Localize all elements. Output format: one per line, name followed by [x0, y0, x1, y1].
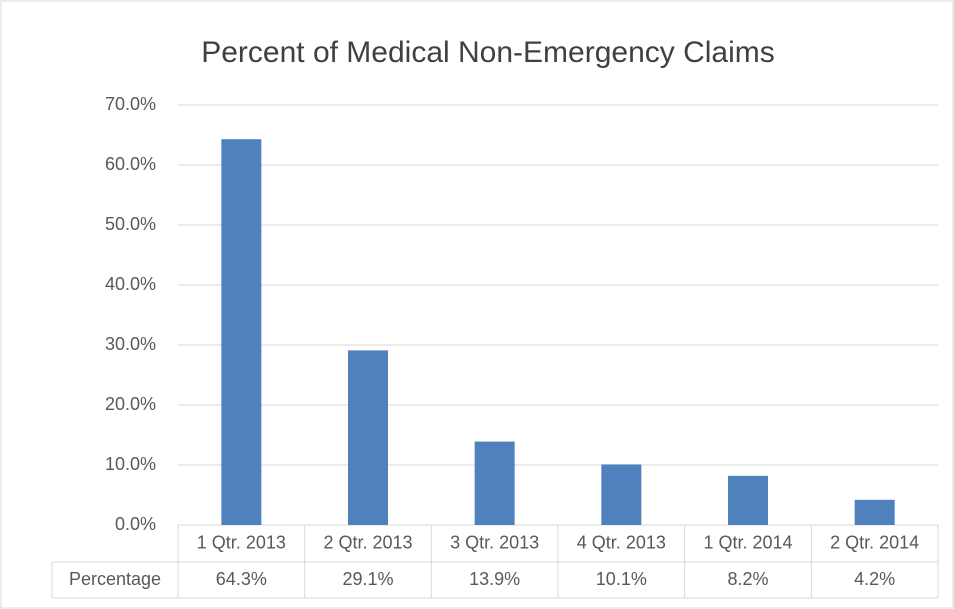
table-value: 4.2% — [854, 569, 895, 589]
y-tick-label: 50.0% — [105, 214, 156, 234]
bar — [728, 475, 768, 525]
x-tick-label: 2 Qtr. 2014 — [830, 532, 919, 552]
table-value: 29.1% — [342, 569, 393, 589]
table-value: 10.1% — [596, 569, 647, 589]
x-tick-label: 3 Qtr. 2013 — [450, 532, 539, 552]
x-tick-label: 1 Qtr. 2013 — [197, 532, 286, 552]
chart-title: Percent of Medical Non-Emergency Claims — [201, 36, 775, 69]
y-tick-label: 70.0% — [105, 94, 156, 114]
table-value: 8.2% — [727, 569, 768, 589]
table-value: 64.3% — [216, 569, 267, 589]
y-tick-label: 10.0% — [105, 454, 156, 474]
table-series-name: Percentage — [69, 569, 161, 589]
y-tick-label: 20.0% — [105, 394, 156, 414]
bar — [474, 441, 515, 525]
bar — [854, 499, 895, 525]
y-tick-label: 30.0% — [105, 334, 156, 354]
bar — [348, 350, 388, 525]
table-value: 13.9% — [469, 569, 520, 589]
bar — [221, 139, 262, 525]
x-tick-label: 2 Qtr. 2013 — [323, 532, 412, 552]
y-tick-label: 40.0% — [105, 274, 156, 294]
y-tick-label: 60.0% — [105, 154, 156, 174]
x-tick-label: 1 Qtr. 2014 — [703, 532, 792, 552]
bar — [601, 464, 642, 525]
y-tick-label: 0.0% — [115, 514, 156, 534]
x-tick-label: 4 Qtr. 2013 — [577, 532, 666, 552]
